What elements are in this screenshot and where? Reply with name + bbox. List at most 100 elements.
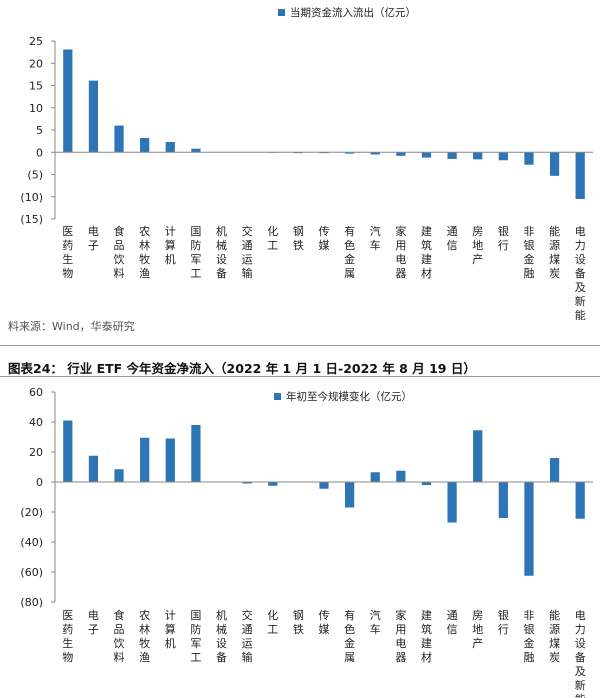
bar [396,152,406,156]
bar [165,142,175,153]
x-category-label: 机械设备 [216,224,227,280]
bar [473,152,483,160]
bar [268,482,278,486]
bar [575,152,585,199]
x-category-label: 汽车 [370,224,381,252]
bar [88,80,99,153]
x-category-label: 传媒 [319,225,330,252]
bar [345,152,355,154]
bar [114,469,124,482]
x-category-label: 汽车 [370,608,381,636]
bar [421,482,432,485]
y-tick-label: 0 [36,476,43,489]
x-category-label: 传媒 [319,609,330,636]
x-category-label: 国防军工 [190,609,201,664]
x-category-label: 电力设备及新能源 [575,225,586,320]
x-category-label: 能源煤炭 [549,608,560,664]
x-category-label: 化工 [267,224,278,252]
x-category-label: 电子 [88,225,99,252]
bar [396,470,406,482]
x-category-label: 建筑建材 [421,224,432,280]
y-tick-label: 10 [29,102,43,115]
x-category-label: 银行 [498,224,509,252]
x-category-label: 能源煤炭 [549,224,560,280]
bar [319,482,329,489]
x-category-label: 计算机 [165,225,176,266]
bar [114,125,124,153]
x-category-label: 食品饮料 [114,224,125,280]
source-note: 料来源：Wind，华泰研究 [8,320,135,333]
bar [242,482,252,484]
x-category-label: 交通运输 [242,224,253,280]
y-tick-label: 15 [29,80,43,93]
bar [421,152,432,158]
x-category-label: 电子 [88,609,99,636]
bar [191,425,201,482]
x-category-label: 医药生物 [62,225,73,280]
y-tick-label: (20) [20,506,43,519]
y-tick-label: 5 [36,124,43,137]
x-category-label: 家用电器 [395,608,406,664]
y-tick-label: (80) [20,596,43,609]
x-category-label: 通信 [447,609,458,636]
y-tick-label: 40 [29,416,43,429]
y-tick-label: 20 [29,446,43,459]
fund-flow-chart: 当期资金流入流出（亿元） 25 20 15 10 5 0 (5) (10) (15) 医药生物 电子食… [20,6,593,320]
y-tick-label: 20 [29,57,43,70]
title-underline [0,376,600,377]
legend-swatch [278,9,285,16]
y-tick-label: 60 [29,386,43,399]
x-category-label: 食品饮料 [114,608,125,664]
x-category-label: 家用电器 [395,224,406,280]
bar [473,430,483,482]
bar [191,148,201,153]
x-category-label: 交通运输 [242,608,253,664]
bar [549,458,560,482]
x-category-label: 农林牧渔 [139,608,150,664]
x-category-label: 建筑建材 [421,608,432,664]
y-tick-label: (60) [20,566,43,579]
bar [370,472,380,482]
bar [447,482,457,523]
x-category-label: 通信 [447,225,458,252]
x-category-label: 有色金属 [344,224,355,280]
bar [63,49,73,153]
legend-swatch [274,393,281,400]
x-category-label: 国防军工 [190,225,201,280]
legend-label: 当期资金流入流出（亿元） [290,6,416,19]
divider-line [0,345,600,346]
x-category-label: 农林牧渔 [139,224,150,280]
figure-title: 图表24： 行业 ETF 今年资金净流入（2022 年 1 月 1 日-2022… [8,361,476,376]
legend-label: 年初至今规模变化（亿元） [286,390,412,403]
x-category-label: 非银金融 [523,609,534,664]
x-category-label: 房地产 [472,609,483,650]
y-tick-label: (5) [27,169,43,182]
x-category-label: 计算机 [165,609,176,650]
x-category-label: 化工 [267,608,278,636]
y-tick-label: (15) [20,213,43,226]
bar [63,420,73,482]
bar [345,482,355,508]
bar [498,152,508,161]
x-category-label: 钢铁 [293,225,304,252]
bar [370,152,380,155]
x-category-label: 电力设备及新能源 [575,609,586,698]
bar [447,152,457,159]
y-tick-label: (40) [20,536,43,549]
bar [88,455,99,482]
bar [524,482,534,576]
y-tick-label: (10) [20,191,43,204]
bar [524,152,534,165]
bar [165,438,175,482]
x-category-label: 非银金融 [523,225,534,280]
x-category-label: 有色金属 [344,608,355,664]
x-category-label: 医药生物 [62,609,73,664]
x-category-label: 银行 [498,608,509,636]
y-tick-label: 25 [29,35,43,48]
x-category-label: 机械设备 [216,608,227,664]
x-category-label: 钢铁 [293,609,304,636]
bar [140,138,150,153]
x-category-label: 房地产 [472,225,483,266]
bar [498,482,508,518]
bar [575,482,585,519]
